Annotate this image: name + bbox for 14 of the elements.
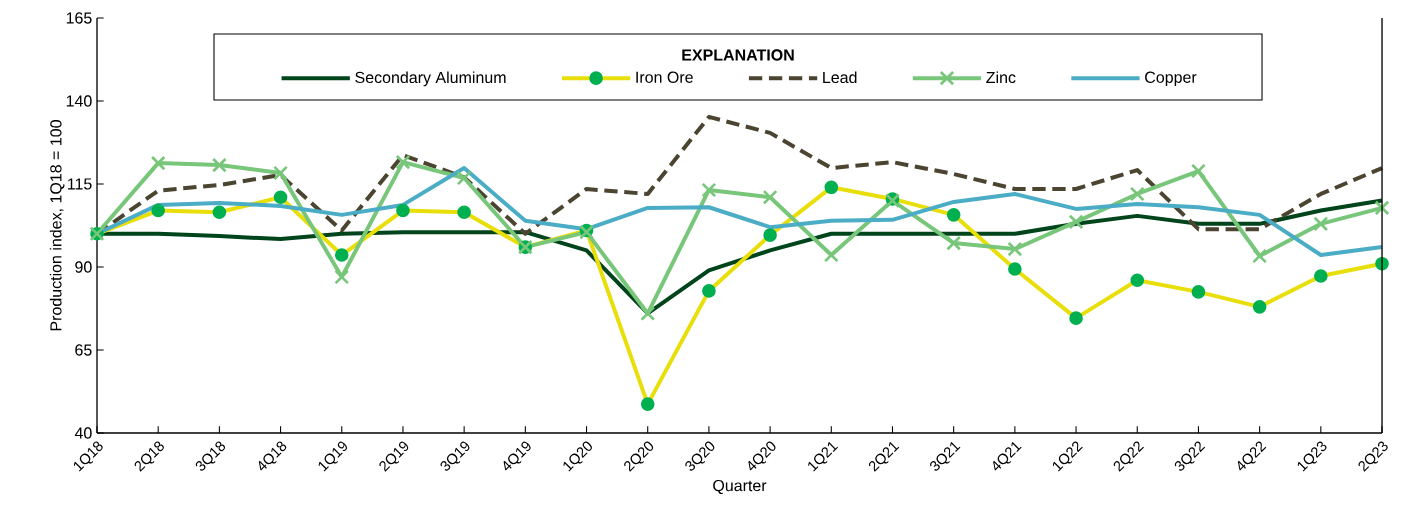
y-tick-label: 65	[75, 344, 92, 356]
legend-label: Secondary Aluminum	[355, 71, 506, 87]
legend-label: Copper	[1145, 71, 1197, 87]
y-tick-label: 40	[74, 427, 92, 439]
y-tick-label: 90	[75, 261, 92, 273]
legend-title: EXPLANATION	[682, 49, 794, 61]
y-tick-label: 165	[66, 12, 92, 24]
legend-label: Lead	[823, 71, 857, 84]
y-tick-label: 115	[68, 178, 92, 190]
legend-label: Zinc	[986, 71, 1016, 84]
legend-label: Iron Ore	[636, 71, 693, 83]
y-tick-label: 140	[66, 95, 92, 107]
x-axis-title: Quarter	[713, 479, 767, 495]
y-axis-title: Production index, 1Q18 = 100	[49, 120, 65, 331]
